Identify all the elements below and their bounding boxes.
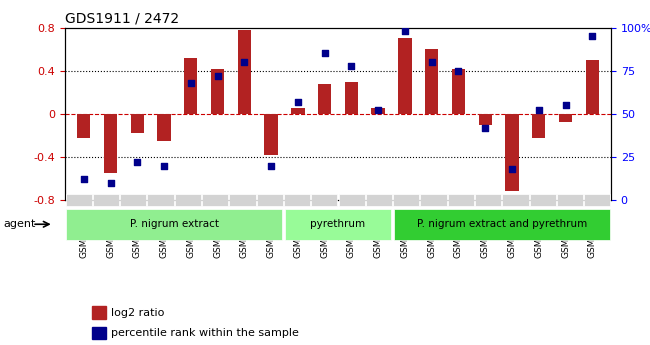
- FancyBboxPatch shape: [502, 194, 528, 206]
- Point: [480, 125, 490, 130]
- FancyBboxPatch shape: [285, 209, 391, 240]
- FancyBboxPatch shape: [229, 194, 255, 206]
- FancyBboxPatch shape: [475, 194, 501, 206]
- Bar: [344, 81, 358, 114]
- Point: [266, 163, 276, 168]
- Text: log2 ratio: log2 ratio: [111, 308, 165, 317]
- Point: [507, 166, 517, 172]
- Point: [534, 108, 544, 113]
- FancyBboxPatch shape: [394, 209, 610, 240]
- FancyBboxPatch shape: [93, 194, 119, 206]
- Point: [132, 159, 142, 165]
- FancyBboxPatch shape: [311, 194, 337, 206]
- Bar: [211, 69, 224, 114]
- Point: [292, 99, 303, 105]
- Text: percentile rank within the sample: percentile rank within the sample: [111, 328, 299, 338]
- Text: P. nigrum extract: P. nigrum extract: [130, 219, 218, 229]
- Bar: [505, 114, 519, 191]
- FancyBboxPatch shape: [448, 194, 474, 206]
- FancyBboxPatch shape: [66, 209, 282, 240]
- Bar: [478, 114, 492, 125]
- FancyBboxPatch shape: [257, 194, 283, 206]
- Point: [213, 73, 223, 79]
- Bar: [371, 108, 385, 114]
- Bar: [291, 108, 305, 114]
- FancyBboxPatch shape: [393, 194, 419, 206]
- Bar: [425, 49, 438, 114]
- FancyBboxPatch shape: [284, 194, 310, 206]
- Bar: [92, 327, 106, 339]
- FancyBboxPatch shape: [202, 194, 228, 206]
- Point: [79, 177, 89, 182]
- FancyBboxPatch shape: [557, 194, 583, 206]
- Bar: [559, 114, 572, 122]
- Point: [426, 59, 437, 65]
- Point: [400, 28, 410, 34]
- Point: [587, 33, 597, 39]
- FancyBboxPatch shape: [339, 194, 365, 206]
- Bar: [77, 114, 90, 138]
- Bar: [398, 38, 411, 114]
- FancyBboxPatch shape: [421, 194, 447, 206]
- Bar: [184, 58, 198, 114]
- Point: [239, 59, 250, 65]
- Text: GDS1911 / 2472: GDS1911 / 2472: [65, 11, 179, 25]
- Point: [159, 163, 169, 168]
- FancyBboxPatch shape: [584, 194, 610, 206]
- Bar: [532, 114, 545, 138]
- Text: pyrethrum: pyrethrum: [311, 219, 365, 229]
- Point: [560, 102, 571, 108]
- Bar: [586, 60, 599, 114]
- Bar: [157, 114, 171, 141]
- Bar: [265, 114, 278, 155]
- Bar: [318, 84, 332, 114]
- FancyBboxPatch shape: [120, 194, 146, 206]
- Point: [373, 108, 384, 113]
- FancyBboxPatch shape: [366, 194, 392, 206]
- Bar: [131, 114, 144, 133]
- Text: agent: agent: [4, 219, 36, 229]
- FancyBboxPatch shape: [66, 194, 92, 206]
- FancyBboxPatch shape: [148, 194, 174, 206]
- FancyBboxPatch shape: [175, 194, 201, 206]
- Bar: [452, 69, 465, 114]
- Text: P. nigrum extract and pyrethrum: P. nigrum extract and pyrethrum: [417, 219, 587, 229]
- Bar: [104, 114, 117, 173]
- Point: [105, 180, 116, 186]
- Bar: [92, 306, 106, 319]
- FancyBboxPatch shape: [530, 194, 556, 206]
- Point: [346, 63, 357, 68]
- Bar: [238, 30, 251, 114]
- Point: [453, 68, 463, 73]
- Point: [319, 51, 330, 56]
- Point: [186, 80, 196, 86]
